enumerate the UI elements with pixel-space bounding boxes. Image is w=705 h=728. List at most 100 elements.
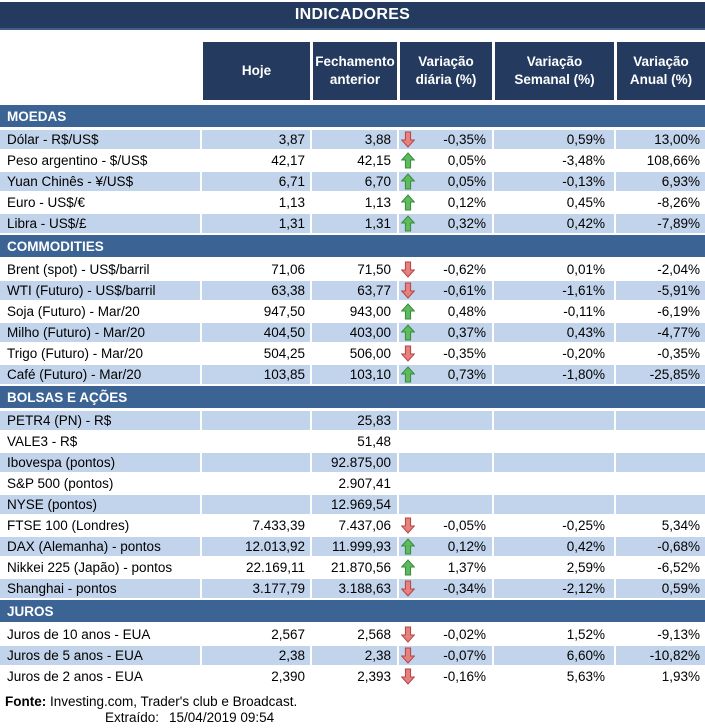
cell-hoje[interactable]: 2,38 (200, 646, 310, 665)
cell-variacao-semanal[interactable]: -0,20% (492, 344, 614, 363)
row-label[interactable]: Peso argentino - $/US$ (7, 153, 148, 168)
cell-variacao-semanal[interactable]: -0,25% (492, 516, 614, 535)
row-label[interactable]: Juros de 2 anos - EUA (7, 669, 143, 684)
cell-variacao-semanal[interactable]: -0,11% (492, 302, 614, 321)
cell-variacao-diaria[interactable]: 0,05% (397, 172, 492, 191)
cell-variacao-diaria[interactable]: 0,73% (397, 365, 492, 384)
cell-variacao-diaria[interactable]: 1,37% (397, 558, 492, 577)
cell-variacao-semanal[interactable]: 0,42% (492, 537, 614, 556)
cell-variacao-anual[interactable]: -6,19% (614, 302, 705, 321)
row-label[interactable]: WTI (Futuro) - US$/barril (0, 281, 200, 300)
cell-hoje[interactable]: 504,25 (200, 344, 310, 363)
cell-variacao-anual[interactable]: -9,13% (614, 625, 705, 644)
row-label[interactable]: S&P 500 (pontos) (7, 476, 114, 491)
row-label[interactable]: Trigo (Futuro) - Mar/20 (7, 346, 144, 361)
cell-variacao-anual[interactable]: -8,26% (614, 193, 705, 212)
cell-hoje[interactable]: 404,50 (200, 323, 310, 342)
cell-fechamento[interactable]: 11.999,93 (310, 537, 397, 556)
cell-variacao-semanal[interactable]: 0,43% (492, 323, 614, 342)
cell-fechamento[interactable]: 42,15 (310, 151, 397, 170)
cell-fechamento[interactable]: 943,00 (310, 302, 397, 321)
cell-variacao-diaria[interactable] (397, 411, 492, 430)
cell-variacao-anual[interactable] (614, 495, 705, 514)
cell-fechamento[interactable]: 2,393 (310, 667, 397, 686)
cell-variacao-anual[interactable] (614, 453, 705, 472)
cell-variacao-diaria[interactable]: 0,12% (397, 193, 492, 212)
cell-variacao-anual[interactable]: -0,68% (614, 537, 705, 556)
cell-variacao-diaria[interactable] (397, 453, 492, 472)
cell-hoje[interactable]: 2,390 (200, 667, 310, 686)
cell-fechamento[interactable]: 2,568 (310, 625, 397, 644)
cell-variacao-semanal[interactable]: 2,59% (492, 558, 614, 577)
cell-variacao-anual[interactable]: 0,59% (614, 579, 705, 598)
row-label[interactable]: Dólar - R$/US$ (0, 130, 200, 149)
cell-hoje[interactable] (200, 474, 310, 493)
cell-variacao-anual[interactable] (614, 474, 705, 493)
cell-hoje[interactable]: 6,71 (200, 172, 310, 191)
row-label[interactable]: Libra - US$/£ (0, 214, 200, 233)
cell-variacao-semanal[interactable] (492, 453, 614, 472)
cell-hoje[interactable] (200, 411, 310, 430)
cell-fechamento[interactable]: 1,13 (310, 193, 397, 212)
cell-fechamento[interactable]: 63,77 (310, 281, 397, 300)
cell-variacao-diaria[interactable]: -0,35% (397, 130, 492, 149)
cell-fechamento[interactable]: 3.188,63 (310, 579, 397, 598)
cell-variacao-diaria[interactable]: 0,37% (397, 323, 492, 342)
cell-hoje[interactable]: 1,13 (200, 193, 310, 212)
cell-variacao-diaria[interactable]: -0,02% (397, 625, 492, 644)
cell-variacao-semanal[interactable]: 0,01% (492, 260, 614, 279)
cell-hoje[interactable]: 22.169,11 (200, 558, 310, 577)
cell-fechamento[interactable]: 6,70 (310, 172, 397, 191)
cell-fechamento[interactable]: 103,10 (310, 365, 397, 384)
cell-hoje[interactable]: 63,38 (200, 281, 310, 300)
row-label[interactable]: Euro - US$/€ (7, 195, 86, 210)
row-label[interactable]: PETR4 (PN) - R$ (0, 411, 200, 430)
cell-variacao-anual[interactable]: -25,85% (614, 365, 705, 384)
cell-hoje[interactable] (200, 453, 310, 472)
row-label[interactable]: Juros de 5 anos - EUA (0, 646, 200, 665)
row-label[interactable]: Juros de 10 anos - EUA (7, 627, 151, 642)
cell-variacao-semanal[interactable] (492, 474, 614, 493)
cell-variacao-anual[interactable] (614, 411, 705, 430)
row-label[interactable]: Milho (Futuro) - Mar/20 (0, 323, 200, 342)
row-label[interactable]: VALE3 - R$ (7, 434, 78, 449)
cell-variacao-anual[interactable] (614, 432, 705, 451)
cell-variacao-semanal[interactable]: 1,52% (492, 625, 614, 644)
cell-variacao-diaria[interactable]: -0,35% (397, 344, 492, 363)
cell-variacao-semanal[interactable]: 0,42% (492, 214, 614, 233)
cell-variacao-semanal[interactable]: -0,13% (492, 172, 614, 191)
cell-hoje[interactable]: 71,06 (200, 260, 310, 279)
cell-variacao-anual[interactable]: 5,34% (614, 516, 705, 535)
cell-variacao-diaria[interactable]: -0,07% (397, 646, 492, 665)
row-label[interactable]: Soja (Futuro) - Mar/20 (7, 304, 140, 319)
cell-variacao-diaria[interactable]: 0,48% (397, 302, 492, 321)
cell-variacao-anual[interactable]: 6,93% (614, 172, 705, 191)
row-label[interactable]: Nikkei 225 (Japão) - pontos (7, 560, 173, 575)
cell-variacao-diaria[interactable]: -0,16% (397, 667, 492, 686)
cell-variacao-semanal[interactable] (492, 432, 614, 451)
cell-variacao-semanal[interactable]: -1,61% (492, 281, 614, 300)
cell-hoje[interactable] (200, 495, 310, 514)
cell-hoje[interactable]: 947,50 (200, 302, 310, 321)
cell-variacao-diaria[interactable]: -0,61% (397, 281, 492, 300)
cell-variacao-anual[interactable]: 108,66% (614, 151, 705, 170)
cell-variacao-semanal[interactable]: 0,59% (492, 130, 614, 149)
cell-fechamento[interactable]: 3,88 (310, 130, 397, 149)
cell-variacao-anual[interactable]: 1,93% (614, 667, 705, 686)
row-label[interactable]: Yuan Chinês - ¥/US$ (0, 172, 200, 191)
cell-hoje[interactable]: 1,31 (200, 214, 310, 233)
cell-variacao-diaria[interactable] (397, 432, 492, 451)
cell-fechamento[interactable]: 403,00 (310, 323, 397, 342)
cell-fechamento[interactable]: 25,83 (310, 411, 397, 430)
cell-hoje[interactable] (200, 432, 310, 451)
cell-hoje[interactable]: 2,567 (200, 625, 310, 644)
row-label[interactable]: Brent (spot) - US$/barril (7, 262, 150, 277)
cell-variacao-semanal[interactable]: -2,12% (492, 579, 614, 598)
cell-fechamento[interactable]: 71,50 (310, 260, 397, 279)
cell-fechamento[interactable]: 1,31 (310, 214, 397, 233)
cell-variacao-anual[interactable]: -6,52% (614, 558, 705, 577)
cell-fechamento[interactable]: 51,48 (310, 432, 397, 451)
cell-variacao-semanal[interactable] (492, 495, 614, 514)
cell-fechamento[interactable]: 2,38 (310, 646, 397, 665)
cell-fechamento[interactable]: 12.969,54 (310, 495, 397, 514)
